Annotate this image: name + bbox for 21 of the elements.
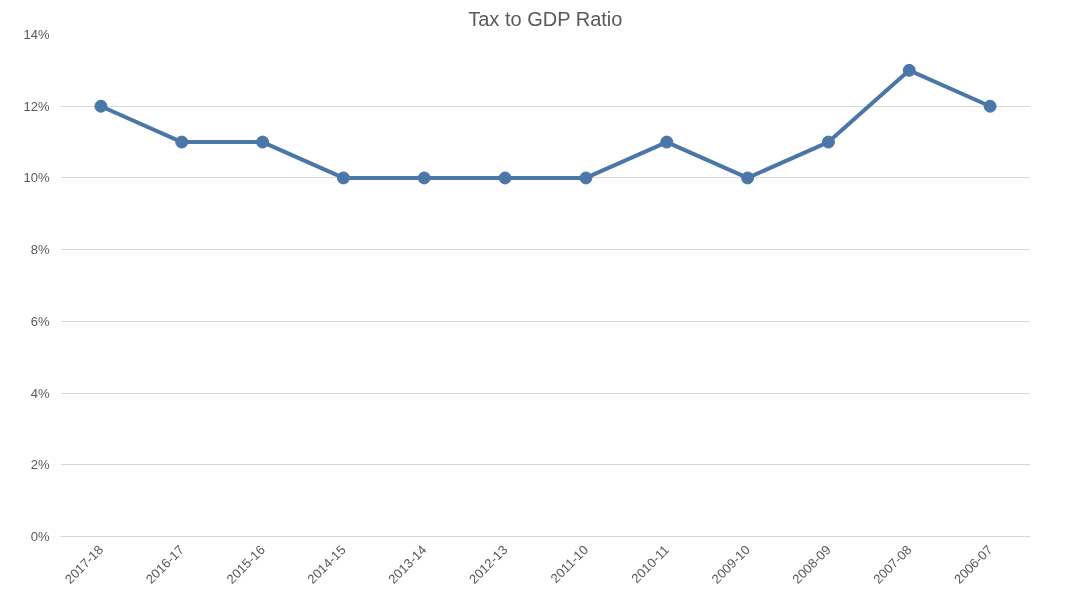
- point: [94, 99, 108, 113]
- point: [417, 171, 431, 185]
- y-tick-label: 2%: [30, 457, 50, 473]
- y-tick-label: 12%: [23, 98, 50, 114]
- y-tick-label: 14%: [23, 27, 50, 42]
- point: [498, 171, 512, 185]
- point: [821, 135, 835, 149]
- point: [902, 63, 916, 77]
- point: [336, 171, 350, 185]
- point: [579, 171, 593, 185]
- y-tick-label: 0%: [30, 529, 50, 544]
- y-tick-label: 8%: [30, 242, 50, 258]
- point: [983, 99, 997, 113]
- chart-title: Tax to GDP Ratio: [468, 7, 623, 30]
- point: [741, 171, 755, 185]
- y-tick-label: 10%: [23, 170, 50, 186]
- y-tick-label: 4%: [30, 385, 50, 401]
- y-tick-label: 6%: [30, 313, 50, 329]
- point: [256, 135, 270, 149]
- point: [175, 135, 189, 149]
- point: [660, 135, 674, 149]
